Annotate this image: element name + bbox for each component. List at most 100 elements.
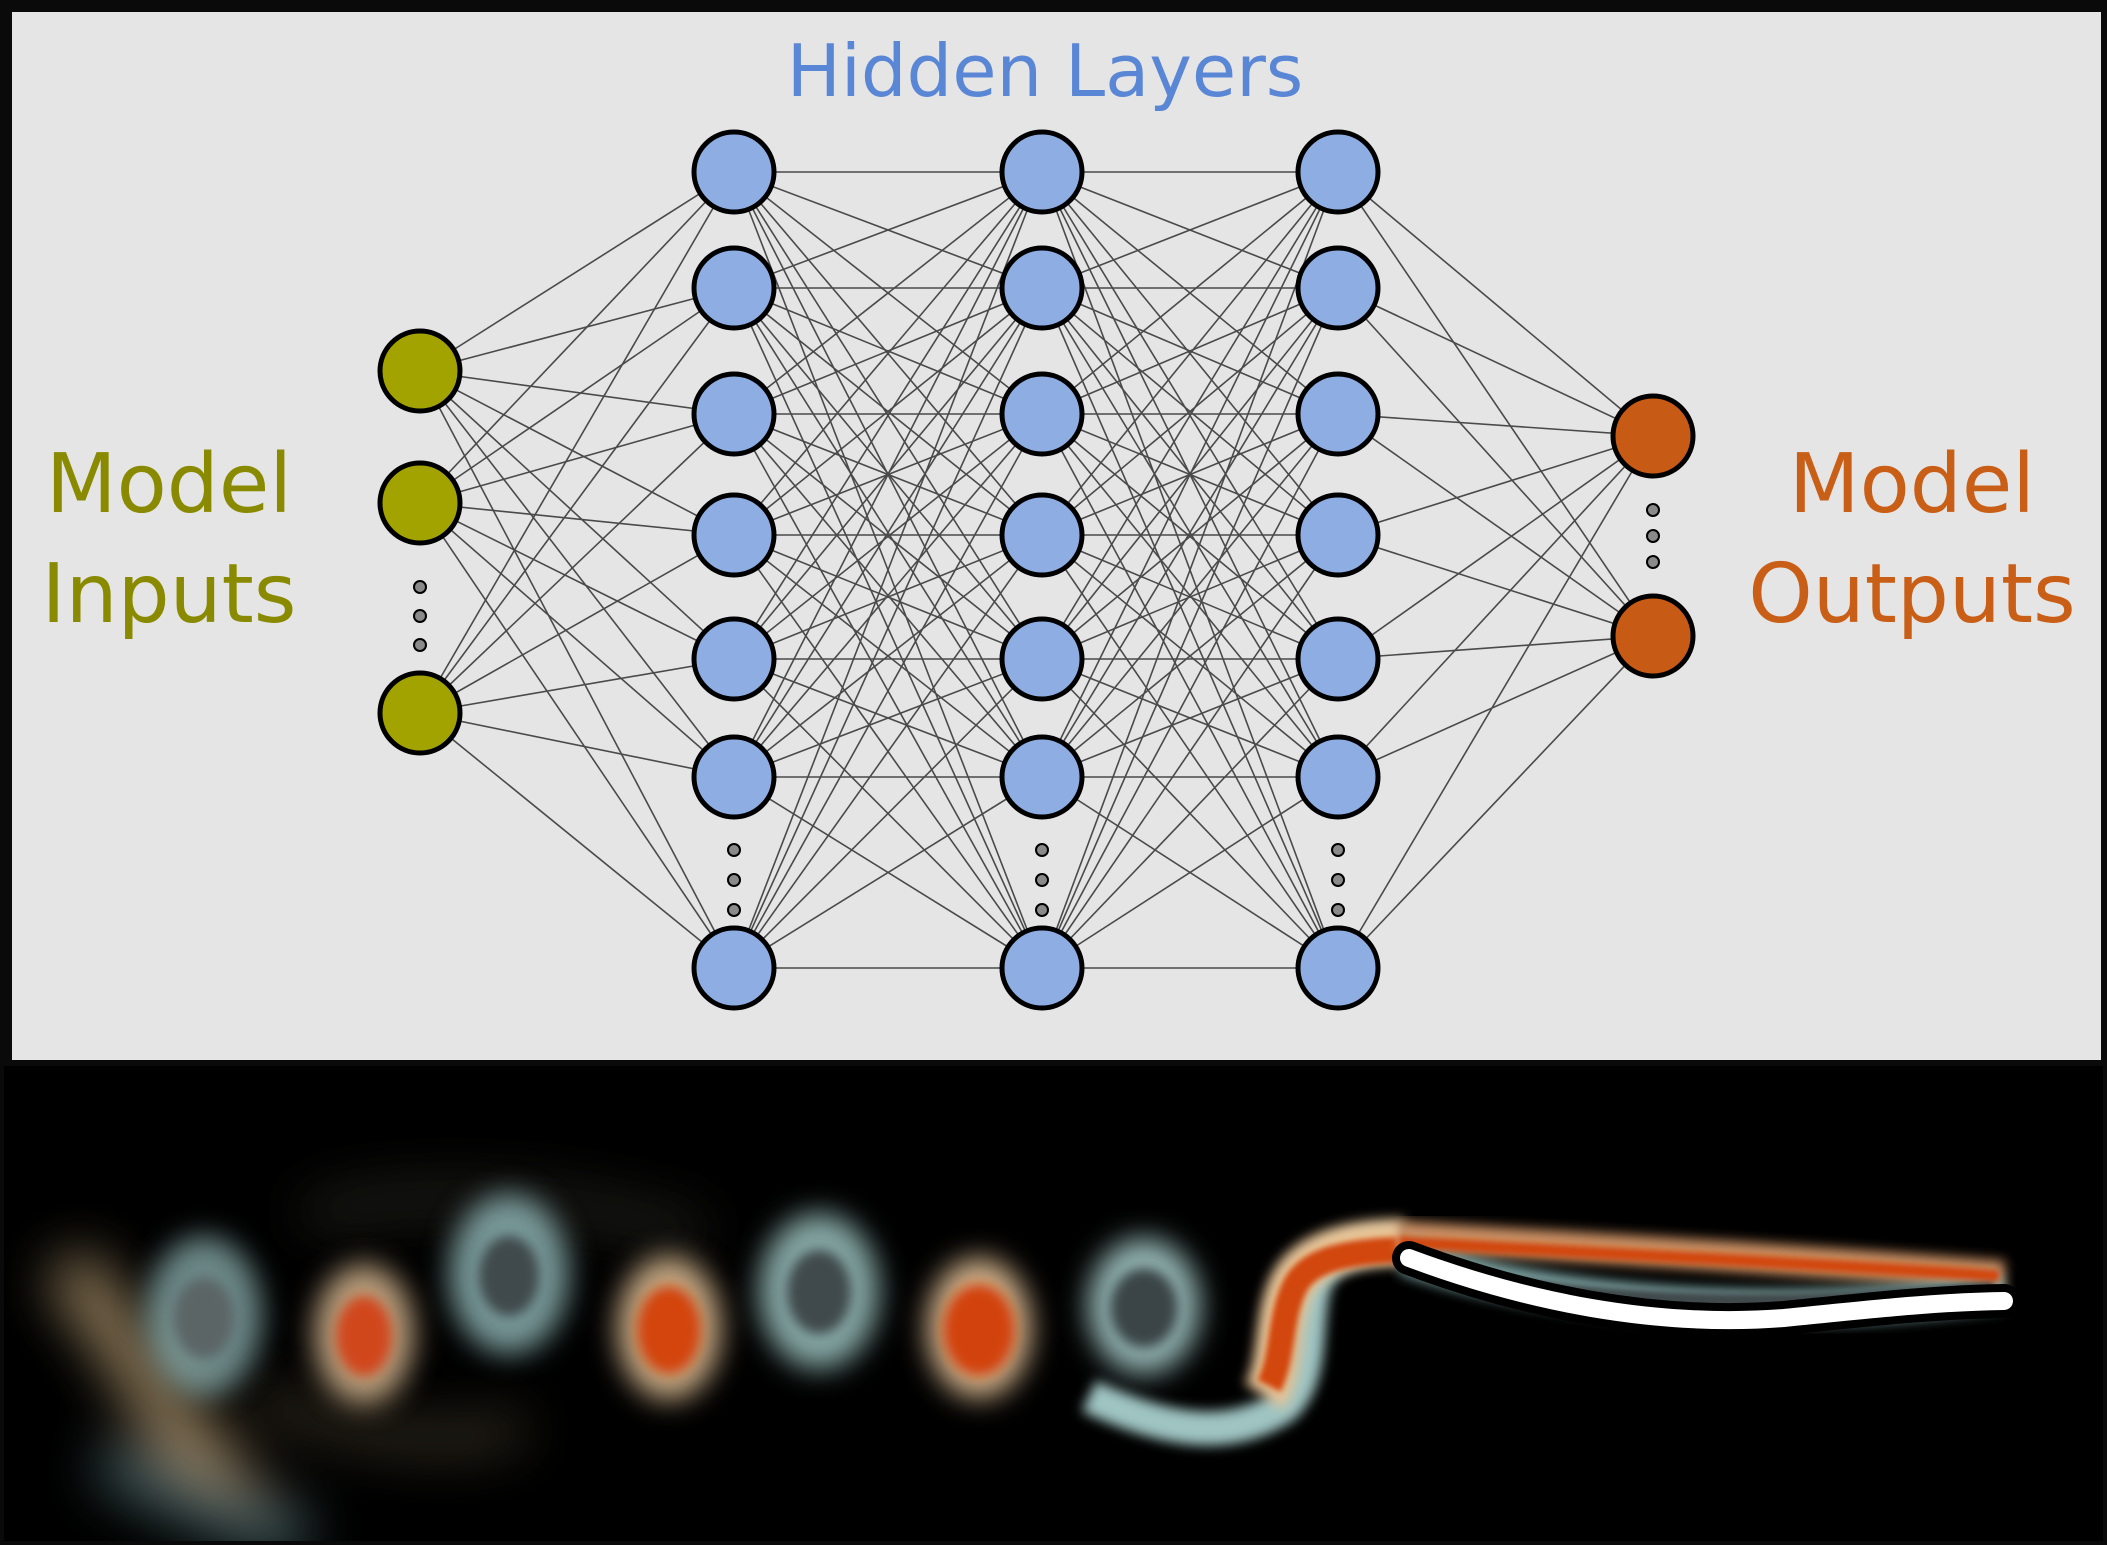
connection-line [1041, 534, 1339, 660]
connection-line [1041, 171, 1339, 778]
connection-line [1041, 658, 1339, 969]
connection-line [733, 658, 1043, 969]
connection-line [733, 534, 1043, 660]
connection-line [1041, 171, 1339, 660]
hidden-node [999, 734, 1085, 820]
connection-line [733, 534, 1043, 969]
connection-line [733, 171, 1043, 536]
connection-line [1041, 658, 1339, 778]
input-node [377, 328, 463, 414]
model-outputs-label-line1: Model [1789, 437, 2035, 532]
connection-line [733, 171, 1043, 778]
connection-line [419, 171, 735, 714]
connection-line [1337, 635, 1654, 778]
neural-network-panel: Hidden Layers Model Inputs Model Outputs [12, 12, 2101, 1060]
connection-line [1041, 171, 1339, 289]
connection-line [1337, 413, 1654, 437]
hidden-node [999, 492, 1085, 578]
connection-line [1337, 171, 1654, 637]
connection-line [419, 712, 735, 778]
connection-line [733, 171, 1043, 289]
ellipsis-dot [727, 873, 741, 887]
connection-line [419, 534, 735, 714]
connection-line [419, 287, 735, 714]
connection-line [1041, 776, 1339, 969]
hidden-node [999, 925, 1085, 1011]
network-nodes [377, 129, 1696, 1011]
ellipsis-dot [727, 843, 741, 857]
connection-line [419, 502, 735, 660]
connection-line [419, 658, 735, 714]
connection-line [1041, 171, 1339, 536]
connection-line [1041, 287, 1339, 536]
connection-line [1041, 413, 1339, 660]
connection-line [1041, 413, 1339, 778]
hidden-node [691, 734, 777, 820]
connection-line [419, 502, 735, 536]
connection-line [419, 370, 735, 778]
ellipsis-dot [1646, 529, 1660, 543]
hidden-node [691, 371, 777, 457]
connection-line [1337, 635, 1654, 660]
hidden-node [691, 925, 777, 1011]
input-node [377, 670, 463, 756]
connection-line [1041, 171, 1339, 969]
ellipsis-dot [1035, 843, 1049, 857]
connection-line [733, 171, 1043, 660]
ellipsis-dot [727, 903, 741, 917]
connection-line [733, 413, 1043, 969]
connection-line [1337, 435, 1654, 969]
connection-line [419, 287, 735, 504]
hidden-node [691, 245, 777, 331]
hidden-node [999, 371, 1085, 457]
connection-line [419, 370, 735, 660]
connection-line [1337, 413, 1654, 637]
swimmer-body [1392, 1241, 2021, 1338]
connection-line [419, 370, 735, 969]
connection-line [419, 712, 735, 969]
ellipsis-dot [1331, 843, 1345, 857]
model-outputs-label-line2: Outputs [1748, 547, 2076, 642]
hidden-node [999, 245, 1085, 331]
connection-line [1337, 435, 1654, 778]
connection-line [1041, 171, 1339, 415]
connection-line [419, 370, 735, 415]
connection-line [1041, 287, 1339, 969]
hidden-node [1295, 129, 1381, 215]
connection-line [419, 413, 735, 504]
connection-line [1041, 413, 1339, 969]
connection-line [419, 370, 735, 536]
ellipsis-dot [1035, 873, 1049, 887]
connection-line [733, 171, 1043, 969]
neural-network-diagram: Hidden Layers Model Inputs Model Outputs [41, 29, 2076, 1011]
connection-line [1337, 287, 1654, 637]
ellipsis-dot [413, 609, 427, 623]
connection-line [733, 287, 1043, 536]
hidden-node [691, 129, 777, 215]
connection-line [733, 171, 1043, 415]
output-node [1610, 393, 1696, 479]
connection-line [1041, 534, 1339, 969]
input-node [377, 460, 463, 546]
connection-line [419, 287, 735, 372]
connection-line [733, 534, 1043, 778]
connection-line [733, 287, 1043, 415]
connection-line [1337, 171, 1654, 437]
hidden-node [999, 129, 1085, 215]
ellipsis-dot [1331, 903, 1345, 917]
hidden-node [999, 616, 1085, 702]
ellipsis-dot [1646, 555, 1660, 569]
connection-line [419, 171, 735, 504]
hidden-node [691, 616, 777, 702]
hidden-node [1295, 925, 1381, 1011]
output-node [1610, 593, 1696, 679]
connection-line [733, 776, 1043, 969]
connection-line [419, 413, 735, 714]
vortex-cores [174, 1236, 1178, 1376]
ellipsis-dot [1331, 873, 1345, 887]
connection-line [733, 413, 1043, 660]
connection-line [419, 171, 735, 372]
connection-line [1337, 435, 1654, 536]
hidden-node [1295, 371, 1381, 457]
